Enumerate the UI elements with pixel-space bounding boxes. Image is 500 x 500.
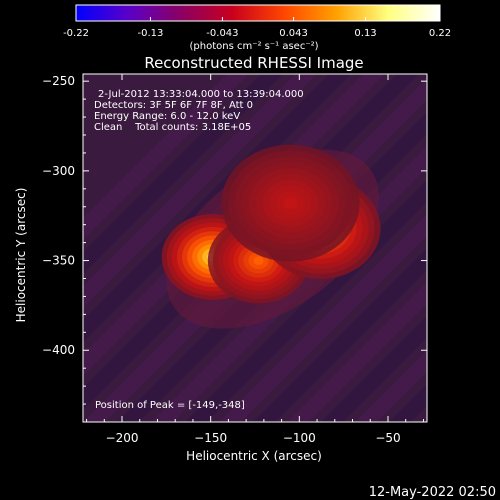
- heatmap-band: [219, 214, 427, 422]
- colorbar-ticks: -0.22 -0.13 -0.043 0.043 0.13 0.22: [63, 17, 451, 39]
- colorbar-gradient: [75, 4, 441, 22]
- colorbar-tick-label: -0.22: [63, 28, 89, 39]
- annotation-detectors: Detectors: 3F 5F 6F 7F 8F, Att 0: [94, 100, 253, 111]
- x-tick-label: −150: [194, 431, 227, 445]
- y-tick-label: −250: [42, 74, 75, 88]
- annotation-time-range: 2-Jul-2012 13:33:04.000 to 13:39:04.000: [98, 89, 304, 100]
- y-tick-label: −400: [42, 343, 75, 357]
- heatmap-band: [83, 74, 317, 308]
- heatmap: [83, 74, 500, 422]
- y-axis-label: Heliocentric Y (arcsec): [14, 188, 28, 323]
- heatmap-band: [321, 316, 427, 422]
- annotations: 2-Jul-2012 13:33:04.000 to 13:39:04.000 …: [94, 89, 304, 411]
- annotation-peak-position: Position of Peak = [-149,-348]: [95, 400, 245, 411]
- axis-ticks: −200 −150 −100 −50 −250 −300 −350 −400: [42, 74, 427, 445]
- chart-title: Reconstructed RHESSI Image: [144, 54, 363, 72]
- heatmap-band: [83, 74, 283, 274]
- colorbar-tick-label: 0.043: [279, 28, 308, 39]
- heatmap-band: [253, 248, 427, 422]
- heatmap-band: [423, 418, 427, 422]
- colorbar-tick-label: -0.13: [138, 28, 164, 39]
- x-tick-label: −50: [375, 431, 400, 445]
- footer-timestamp: 12-May-2022 02:50: [369, 485, 496, 500]
- heatmap-band: [287, 282, 427, 422]
- colorbar-tick-label: 0.22: [429, 28, 451, 39]
- heatmap-source-1: [253, 256, 264, 265]
- y-tick-label: −300: [42, 164, 75, 178]
- plot-frame: [82, 73, 428, 423]
- heatmap-band: [83, 74, 249, 240]
- y-tick-label: −350: [42, 254, 75, 268]
- colorbar-tick-label: 0.13: [354, 28, 376, 39]
- annotation-energy-range: Energy Range: 6.0 - 12.0 keV: [94, 111, 240, 122]
- heatmap-band: [355, 350, 427, 422]
- heatmap-band: [457, 74, 500, 422]
- colorbar: -0.22 -0.13 -0.043 0.043 0.13 0.22 (photons c…: [63, 4, 451, 52]
- heatmap-source-3: [283, 197, 298, 210]
- x-axis-label: Heliocentric X (arcsec): [186, 449, 322, 463]
- x-tick-label: −100: [283, 431, 316, 445]
- colorbar-units: (photons cm⁻² s⁻¹ asec⁻²): [189, 41, 318, 52]
- heatmap-band: [491, 74, 500, 422]
- annotation-clean-counts: Clean Total counts: 3.18E+05: [94, 122, 251, 133]
- x-tick-label: −200: [106, 431, 139, 445]
- colorbar-tick-label: -0.043: [206, 28, 238, 39]
- heatmap-band: [389, 384, 427, 422]
